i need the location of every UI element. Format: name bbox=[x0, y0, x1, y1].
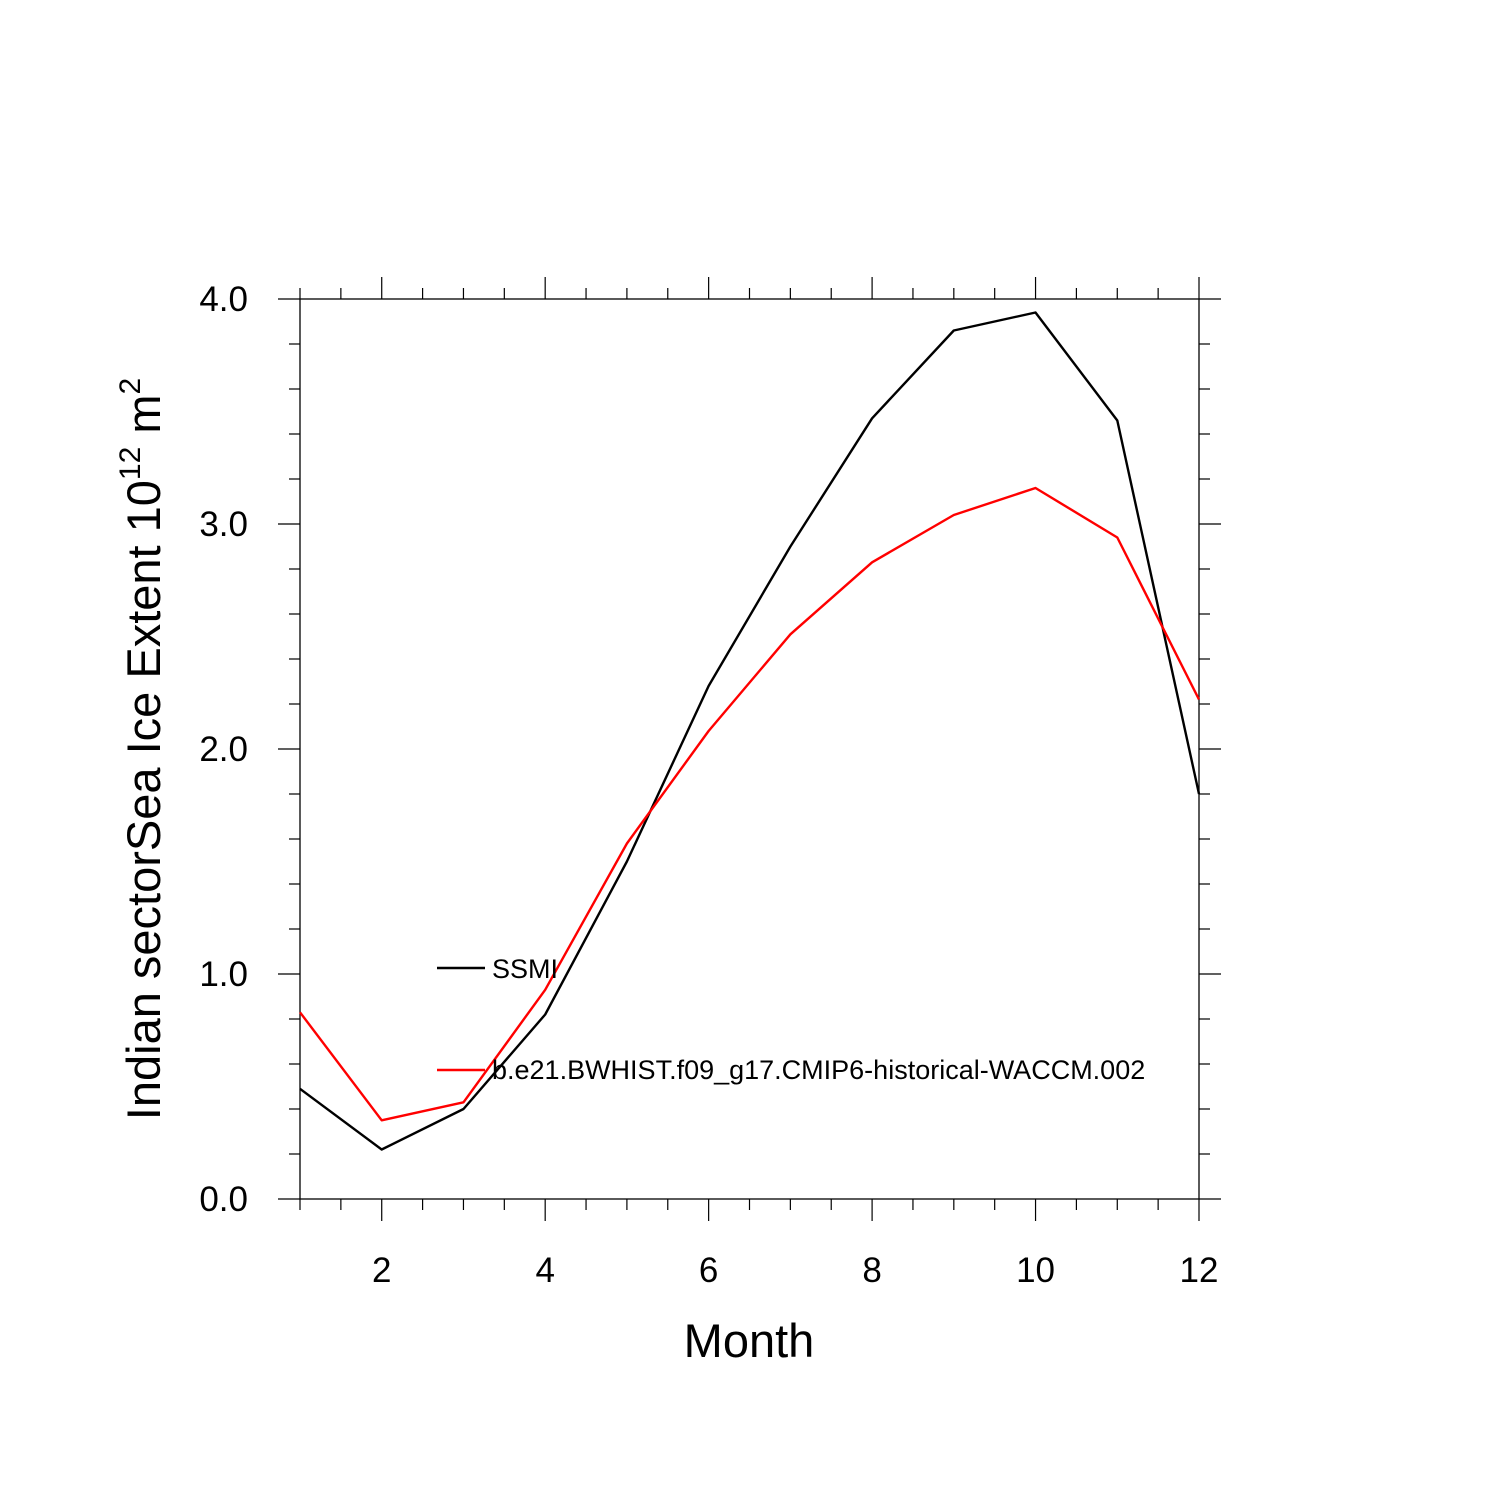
y-axis-title-unit: m bbox=[117, 394, 170, 446]
y-tick-label: 2.0 bbox=[199, 730, 248, 769]
x-tick-label: 12 bbox=[1180, 1251, 1219, 1290]
y-axis-title-exponent: 12 bbox=[114, 447, 147, 480]
y-tick-label: 4.0 bbox=[199, 280, 248, 319]
series-line-1 bbox=[299, 486, 1201, 1122]
x-tick-label: 8 bbox=[862, 1251, 881, 1290]
y-axis-title-unit-exponent: 2 bbox=[114, 378, 147, 395]
legend-label-ssmi: SSMI bbox=[492, 954, 558, 984]
y-tick-label: 3.0 bbox=[199, 505, 248, 544]
series-lines bbox=[299, 311, 1201, 1151]
x-axis-title: Month bbox=[684, 1314, 815, 1367]
y-axis-title: Indian sectorSea Ice Extent 1012 m2 bbox=[114, 378, 170, 1120]
x-tick-label: 6 bbox=[699, 1251, 718, 1290]
x-tick-label: 4 bbox=[535, 1251, 554, 1290]
x-tick-label: 2 bbox=[372, 1251, 391, 1290]
axis-ticks bbox=[278, 277, 1221, 1221]
legend: SSMI b.e21.BWHIST.f09_g17.CMIP6-historic… bbox=[437, 954, 1145, 1085]
axis-tick-labels: 2 4 6 8 10 12 0.0 1.0 2.0 3.0 4.0 bbox=[199, 280, 1218, 1290]
x-tick-label: 10 bbox=[1016, 1251, 1055, 1290]
y-axis-title-main: Indian sectorSea Ice Extent 10 bbox=[117, 480, 170, 1120]
series-line-0 bbox=[299, 311, 1201, 1151]
legend-label-waccm: b.e21.BWHIST.f09_g17.CMIP6-historical-WA… bbox=[492, 1055, 1145, 1085]
y-tick-label: 1.0 bbox=[199, 955, 248, 994]
y-tick-label: 0.0 bbox=[199, 1180, 248, 1219]
